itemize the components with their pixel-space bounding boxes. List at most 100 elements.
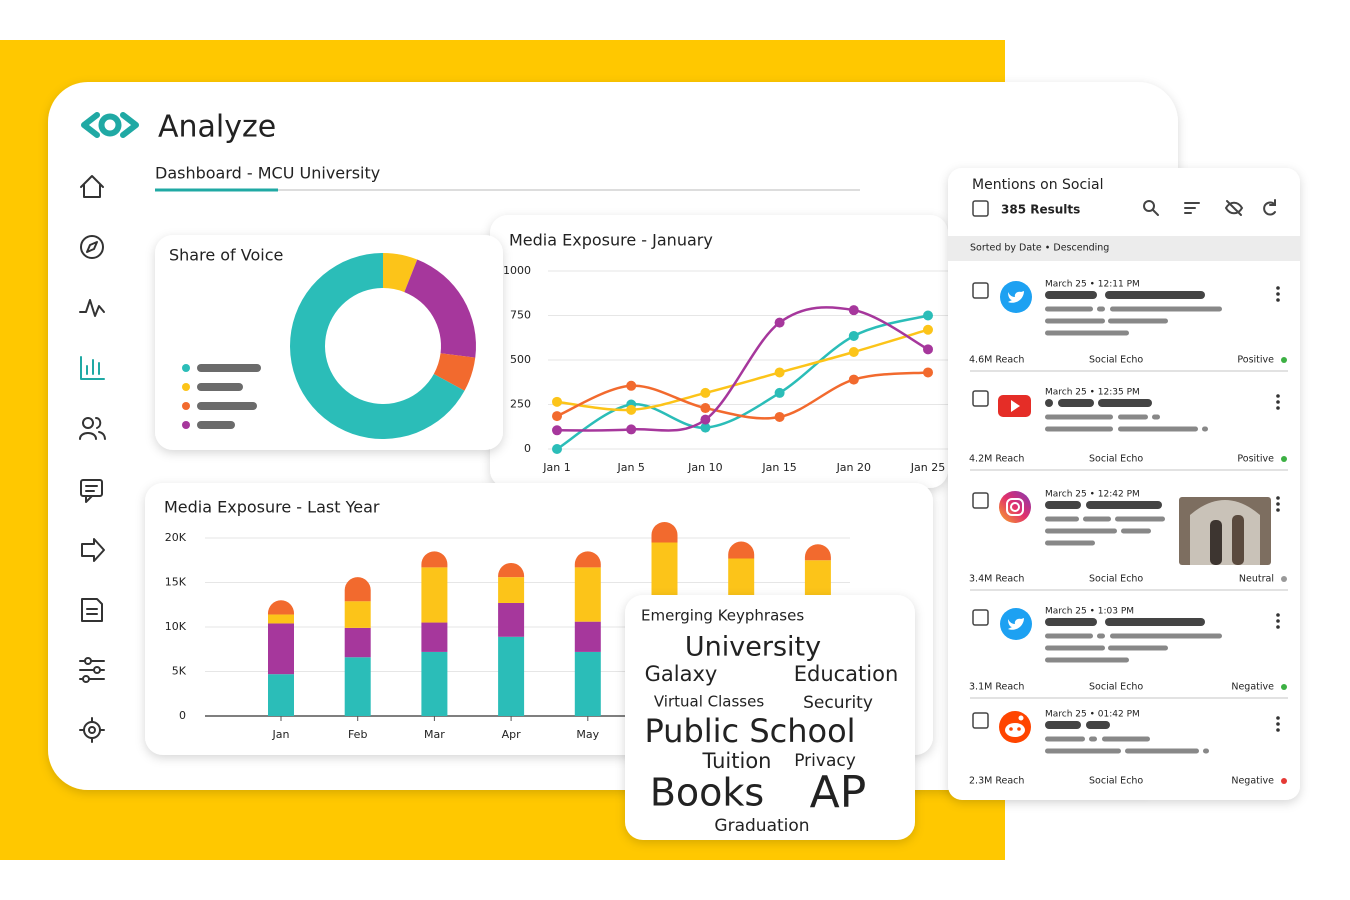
series-point	[774, 411, 785, 422]
text-placeholder	[1045, 306, 1093, 312]
more-button[interactable]	[1276, 508, 1280, 512]
bar-segment	[344, 601, 371, 628]
series-point	[848, 374, 859, 385]
keyphrase: University	[685, 632, 821, 663]
more-button[interactable]	[1276, 406, 1280, 410]
post-image	[1210, 520, 1222, 565]
text-placeholder	[1115, 516, 1165, 522]
text-placeholder	[1105, 618, 1205, 626]
result-count: 385 Results	[1001, 203, 1080, 217]
sort-button[interactable]	[1184, 202, 1200, 214]
more-button[interactable]	[1276, 496, 1280, 500]
y-tick-label: 5K	[172, 665, 187, 678]
text-placeholder	[1202, 426, 1208, 432]
sort-bar	[948, 236, 1300, 261]
more-button[interactable]	[1276, 619, 1280, 623]
series-point	[626, 424, 637, 435]
line-card	[490, 215, 948, 488]
legend-dot	[182, 402, 190, 410]
text-placeholder	[1045, 633, 1093, 639]
keyphrase: AP	[810, 767, 867, 818]
y-tick-label: 15K	[165, 576, 187, 589]
y-tick-label: 1000	[503, 264, 531, 277]
sentiment-dot	[1281, 357, 1287, 363]
keyphrase: Tuition	[701, 749, 771, 773]
text-placeholder	[1045, 748, 1121, 754]
series-point	[552, 396, 562, 407]
row-checkbox[interactable]	[972, 609, 989, 626]
mention-date: March 25 • 01:42 PM	[1045, 710, 1140, 720]
hide-button[interactable]	[1225, 200, 1244, 216]
bar-segment	[574, 551, 601, 568]
bar-segment	[574, 621, 601, 652]
nav-audience	[82, 417, 94, 429]
text-placeholder	[1045, 657, 1129, 663]
search-button[interactable]	[1143, 200, 1155, 212]
nav-settings	[84, 657, 92, 665]
select-all[interactable]	[972, 200, 989, 217]
bar-segment	[344, 627, 371, 658]
mention-sentiment: Positive	[1237, 454, 1274, 465]
bar-segment	[498, 636, 525, 716]
search-button[interactable]	[1152, 209, 1159, 216]
row-checkbox[interactable]	[972, 712, 989, 729]
series-point	[700, 387, 711, 398]
text-placeholder	[1098, 399, 1152, 407]
mention-source: Social Echo	[1089, 355, 1143, 366]
row-checkbox[interactable]	[972, 492, 989, 509]
refresh-button[interactable]	[1263, 199, 1276, 216]
y-tick-label: 10K	[165, 620, 187, 633]
text-placeholder	[1045, 501, 1081, 509]
logo-chevron	[81, 112, 100, 138]
more-button[interactable]	[1276, 625, 1280, 629]
bar-segment	[421, 622, 448, 652]
bar-segment	[498, 562, 525, 578]
more-button[interactable]	[1276, 716, 1280, 720]
keyphrase: Education	[794, 662, 899, 686]
breadcrumb: Dashboard - MCU University	[155, 164, 380, 183]
row-checkbox[interactable]	[972, 390, 989, 407]
bar-chart-title: Media Exposure - Last Year	[164, 498, 380, 517]
series-point	[923, 367, 933, 378]
mention-reach: 2.3M Reach	[969, 776, 1024, 787]
more-button[interactable]	[1276, 502, 1280, 506]
more-button[interactable]	[1276, 286, 1280, 290]
legend-dot	[182, 421, 190, 429]
series-point	[700, 422, 711, 433]
keyphrase: Public School	[644, 712, 855, 750]
series-point	[923, 310, 933, 321]
more-button[interactable]	[1276, 728, 1280, 732]
x-tick-label: Mar	[424, 728, 445, 741]
keyphrase-title: Emerging Keyphrases	[641, 607, 804, 625]
sentiment-dot	[1281, 778, 1287, 784]
nav-messages	[85, 485, 98, 503]
text-placeholder	[1058, 399, 1094, 407]
x-tick-label: Jan	[272, 728, 290, 741]
text-placeholder	[1045, 291, 1097, 299]
mention-source: Social Echo	[1089, 776, 1143, 787]
row-checkbox[interactable]	[972, 282, 989, 299]
text-placeholder	[1203, 748, 1209, 754]
more-button[interactable]	[1276, 394, 1280, 398]
legend-placeholder	[197, 421, 235, 429]
more-button[interactable]	[1276, 613, 1280, 617]
mention-source: Social Echo	[1089, 454, 1143, 465]
twitter-icon	[1008, 291, 1024, 303]
nav-pulse	[79, 299, 105, 317]
series-point	[552, 425, 562, 436]
legend-placeholder	[197, 383, 243, 391]
bar-segment	[421, 651, 448, 716]
keyphrase-card	[625, 595, 915, 840]
more-button[interactable]	[1276, 400, 1280, 404]
more-button[interactable]	[1276, 298, 1280, 302]
bar-segment	[421, 551, 448, 568]
series-point	[626, 380, 637, 391]
bar-segment	[498, 577, 525, 603]
more-button[interactable]	[1276, 722, 1280, 726]
legend-dot	[182, 383, 190, 391]
more-button[interactable]	[1276, 292, 1280, 296]
text-placeholder	[1105, 291, 1205, 299]
reddit-icon	[1018, 715, 1024, 721]
nav-settings	[82, 675, 90, 683]
